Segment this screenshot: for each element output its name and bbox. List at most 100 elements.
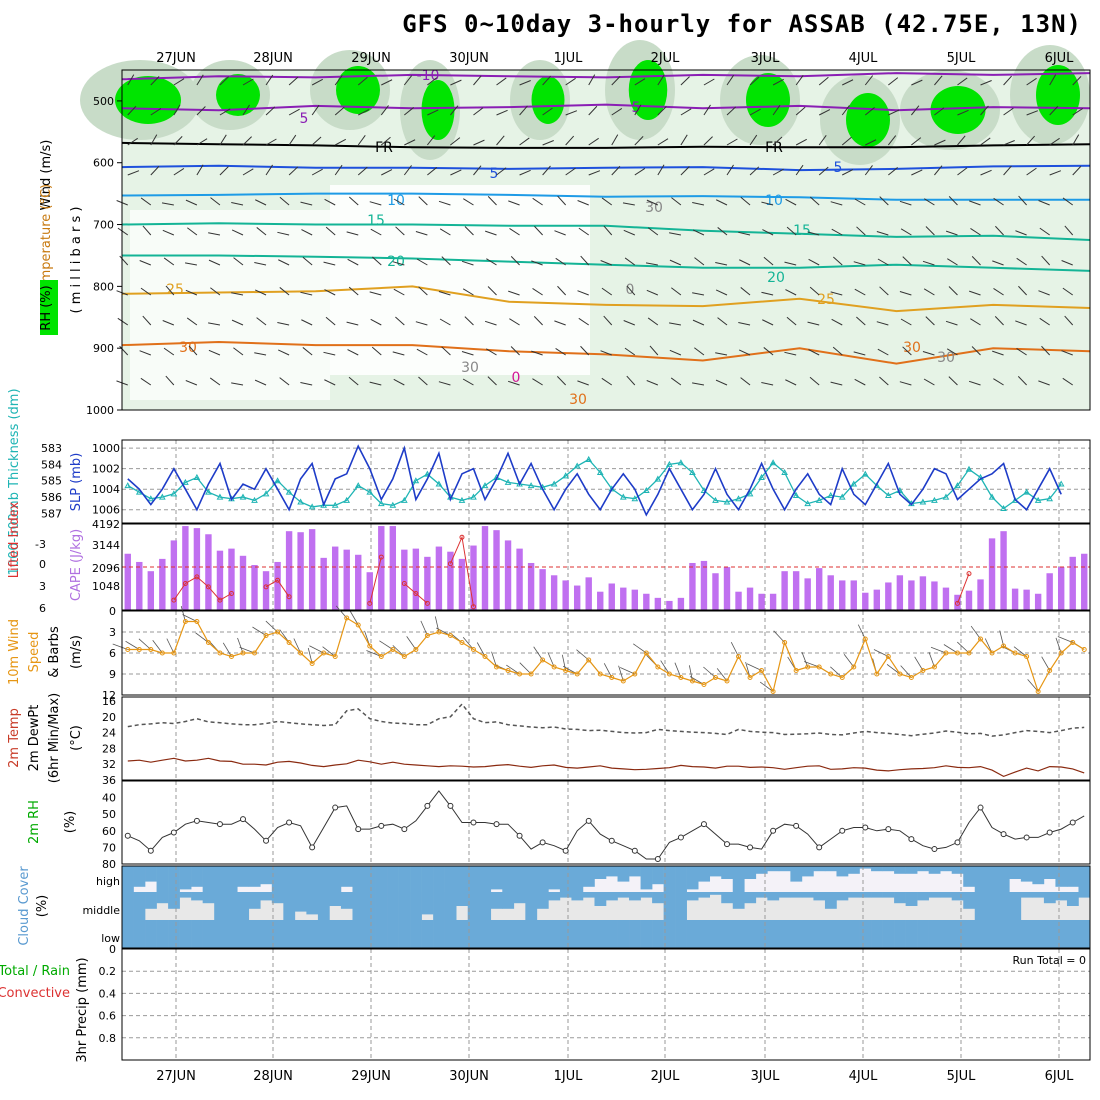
- cloud-bar: [859, 866, 872, 869]
- cloud-bar: [490, 866, 503, 890]
- wind-barb: [674, 662, 682, 678]
- rh-point: [954, 839, 961, 846]
- wind-barb: [196, 138, 208, 146]
- wind-barb: [557, 285, 567, 296]
- wind-barb: [441, 256, 451, 266]
- cape-bar: [804, 578, 811, 610]
- cloud-bar: [559, 892, 572, 898]
- contour-label: 10: [765, 193, 783, 209]
- cape-bar: [516, 548, 523, 610]
- wind-barb: [887, 135, 897, 146]
- wind-barb: [462, 288, 474, 296]
- wind-barb: [473, 139, 485, 146]
- cloud-bar: [1032, 920, 1045, 948]
- cloud-bar: [940, 892, 953, 898]
- wind-barb: [265, 164, 274, 176]
- thickness-point: [965, 465, 973, 472]
- wind-barb: [804, 661, 820, 668]
- axis-label-slp: SLP (mb): [69, 453, 84, 512]
- wind-barb: [911, 137, 922, 146]
- wind-barb: [347, 258, 359, 266]
- wind-barb: [450, 79, 462, 86]
- cloud-bar: [871, 892, 883, 898]
- wind-barb: [366, 650, 382, 657]
- cloud-bar: [1055, 866, 1068, 887]
- wind-barb: [242, 78, 254, 86]
- rh-point: [378, 822, 385, 829]
- wind-barb: [853, 261, 866, 266]
- wind-barb: [140, 287, 152, 296]
- cape-bar: [573, 585, 581, 610]
- rh-point: [286, 819, 293, 826]
- axis-label-degc: (°C): [69, 725, 84, 751]
- thickness-point: [377, 500, 385, 507]
- cloud-bar: [444, 920, 457, 948]
- cloud-bar: [582, 920, 595, 948]
- date-label-bottom: 6JUL: [1045, 1069, 1075, 1084]
- cape-bar: [193, 528, 201, 610]
- wind-barb: [252, 626, 267, 636]
- cloud-bar: [248, 892, 261, 909]
- cloud-bar: [917, 866, 929, 872]
- thickness-point: [182, 478, 189, 485]
- wind-barb: [611, 165, 621, 176]
- wind-speed-point: [586, 657, 592, 663]
- cloud-bar: [214, 892, 227, 920]
- wind-barb: [854, 378, 866, 386]
- cloud-bar: [571, 892, 584, 901]
- cloud-bar: [640, 920, 653, 948]
- rh-tick: 40: [102, 792, 116, 805]
- wind-barb: [254, 289, 267, 296]
- cape-bar: [308, 529, 316, 610]
- cape-bar: [493, 530, 500, 610]
- isotherm-line: [121, 72, 1091, 81]
- axis-label-cloud-pct: (%): [35, 895, 50, 918]
- wind-barb: [254, 379, 267, 386]
- wind-barb: [450, 105, 459, 116]
- wind-barb: [634, 136, 644, 146]
- wind-speed-point: [286, 640, 292, 645]
- cloud-layer-label: low: [101, 932, 120, 945]
- precip-label-total: Total / Rain: [0, 964, 70, 979]
- wind-barb: [762, 229, 774, 236]
- wind-barb: [547, 652, 555, 668]
- wind-barb: [325, 226, 336, 236]
- cape-bar: [389, 526, 397, 610]
- cape-bar: [977, 579, 984, 610]
- axis-label-minmax: (6hr Min/Max): [47, 693, 62, 783]
- rh-legend-swatch: [40, 280, 58, 335]
- wind-barb: [795, 138, 807, 146]
- wind-barb: [785, 289, 797, 296]
- wind-barb: [1003, 140, 1015, 146]
- thickness-point: [769, 459, 777, 466]
- wind-barb: [533, 646, 543, 661]
- contour-label: 0: [512, 370, 521, 386]
- cloud-bar: [410, 892, 422, 920]
- wind-tick: 3: [109, 626, 116, 639]
- wind-barb: [324, 289, 336, 296]
- wind-barb: [301, 319, 313, 326]
- wind-barb: [808, 349, 820, 356]
- cloud-bar: [663, 892, 676, 920]
- wind-barb: [624, 347, 636, 356]
- cloud-bar: [145, 892, 157, 909]
- rh-green: [746, 73, 790, 127]
- wind-barb: [372, 256, 382, 266]
- cloud-bar: [813, 920, 826, 948]
- wind-barb: [349, 610, 359, 626]
- cloud-bar: [813, 866, 826, 872]
- wind-barb: [1064, 315, 1074, 326]
- wind-speed-point: [782, 640, 788, 645]
- isotherm-line: [122, 254, 1091, 272]
- cloud-bar: [456, 920, 469, 948]
- wind-speed-point: [678, 675, 684, 680]
- wind-barb: [715, 352, 728, 356]
- cloud-bar: [652, 892, 664, 904]
- cloud-bar: [467, 866, 480, 892]
- precip-label-convective: Convective: [0, 986, 70, 1001]
- wind-barb: [450, 137, 461, 146]
- wind-barb: [657, 106, 667, 116]
- lifted-index-point: [954, 600, 960, 606]
- rh-point: [447, 802, 454, 809]
